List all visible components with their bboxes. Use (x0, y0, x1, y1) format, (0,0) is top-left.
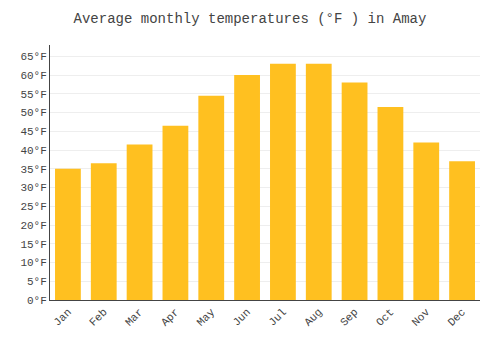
svg-text:Apr: Apr (159, 306, 181, 328)
svg-text:45°F: 45°F (20, 126, 46, 138)
svg-text:Sep: Sep (338, 306, 360, 328)
svg-text:15°F: 15°F (20, 239, 46, 251)
svg-text:30°F: 30°F (20, 182, 46, 194)
svg-text:5°F: 5°F (27, 276, 47, 288)
svg-text:Jul: Jul (266, 306, 288, 328)
svg-text:35°F: 35°F (20, 164, 46, 176)
svg-text:55°F: 55°F (20, 89, 46, 101)
svg-text:Jun: Jun (231, 306, 253, 328)
svg-text:Oct: Oct (374, 306, 396, 328)
svg-text:10°F: 10°F (20, 257, 46, 269)
svg-text:40°F: 40°F (20, 145, 46, 157)
svg-text:Nov: Nov (410, 306, 433, 329)
svg-text:Jan: Jan (51, 306, 73, 328)
svg-text:Feb: Feb (87, 306, 109, 328)
svg-text:Average monthly temperatures (: Average monthly temperatures (°F ) in Am… (74, 11, 427, 27)
svg-text:Mar: Mar (123, 306, 145, 328)
svg-text:May: May (195, 306, 218, 329)
svg-text:Aug: Aug (302, 306, 324, 328)
svg-text:Dec: Dec (446, 306, 468, 328)
svg-text:0°F: 0°F (27, 295, 47, 307)
svg-text:20°F: 20°F (20, 220, 46, 232)
svg-text:60°F: 60°F (20, 70, 46, 82)
svg-text:50°F: 50°F (20, 107, 46, 119)
svg-text:65°F: 65°F (20, 51, 46, 63)
svg-text:25°F: 25°F (20, 201, 46, 213)
